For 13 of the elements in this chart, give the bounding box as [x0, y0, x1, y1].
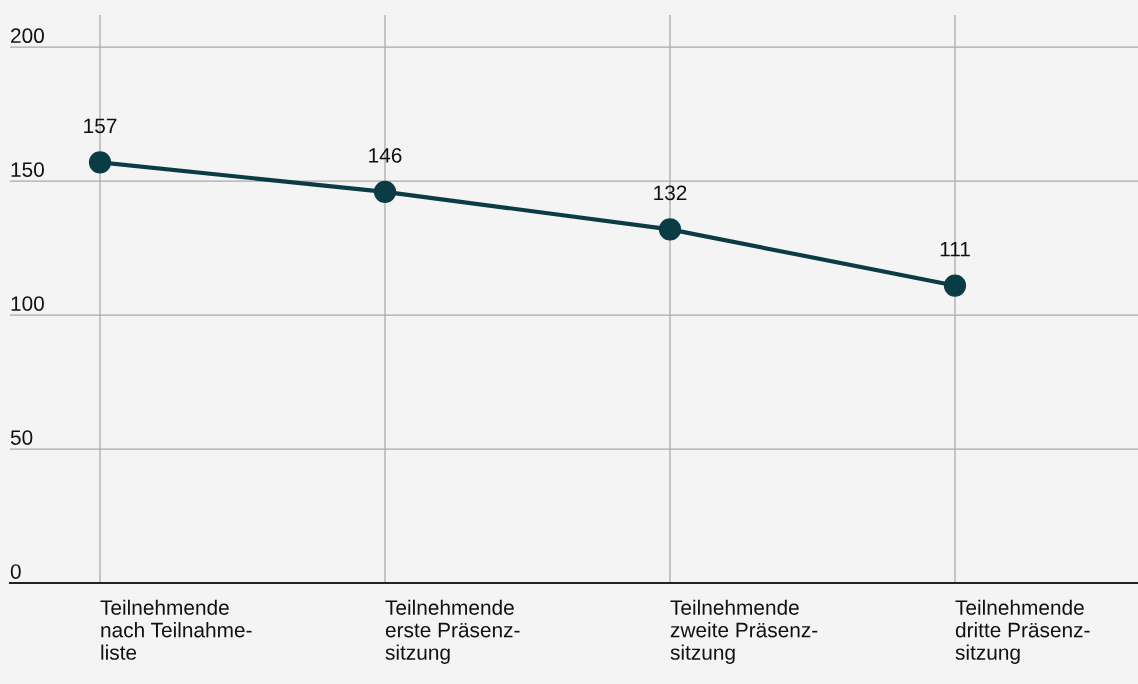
- y-tick-label: 200: [11, 28, 44, 44]
- data-label: 146: [369, 147, 402, 163]
- y-tick-label: 0: [10, 564, 21, 579]
- data-label: 111: [940, 241, 970, 257]
- y-tick-label: 100: [11, 296, 44, 311]
- x-tick-label: Teilnehmende nach Teilnahme- liste: [100, 599, 252, 660]
- data-label: 157: [84, 118, 117, 134]
- y-tick-label: 150: [11, 162, 44, 177]
- x-tick-label: Teilnehmende zweite Präsenz- sitzung: [670, 599, 818, 664]
- x-tick-label: Teilnehmende dritte Präsenz- sitzung: [955, 599, 1090, 664]
- x-tick-label: Teilnehmende erste Präsenz- sitzung: [385, 599, 520, 664]
- data-label: 132: [654, 185, 687, 201]
- y-tick-label: 50: [10, 430, 33, 445]
